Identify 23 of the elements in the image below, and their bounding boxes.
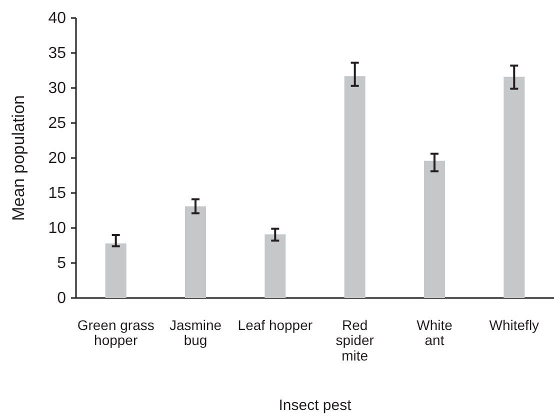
bar [105, 243, 126, 298]
y-tick-label: 30 [48, 80, 66, 98]
bar [344, 76, 366, 298]
x-axis-title: Insect pest [278, 397, 352, 414]
y-tick-label: 40 [48, 10, 66, 28]
y-tick-label: 5 [57, 255, 66, 272]
y-tick-label: 0 [57, 290, 66, 308]
bar [504, 76, 525, 298]
y-axis-title: Mean population [9, 95, 28, 221]
y-tick-label: 15 [48, 185, 66, 202]
x-tick-label: White ant [416, 316, 453, 348]
x-tick-label: Red spider mite [336, 316, 374, 364]
x-tick-label: Jasmine bug [169, 316, 222, 348]
y-tick-label: 35 [48, 45, 66, 62]
bar [424, 160, 445, 298]
x-tick-label: Leaf hopper [238, 316, 313, 333]
y-tick-label: 20 [48, 150, 66, 168]
x-tick-label: Green grass hopper [77, 316, 154, 348]
bar [185, 206, 206, 298]
x-tick-label: Whitefly [489, 316, 540, 333]
bar [264, 234, 286, 298]
y-tick-label: 10 [48, 220, 66, 238]
y-tick-label: 25 [48, 115, 66, 132]
